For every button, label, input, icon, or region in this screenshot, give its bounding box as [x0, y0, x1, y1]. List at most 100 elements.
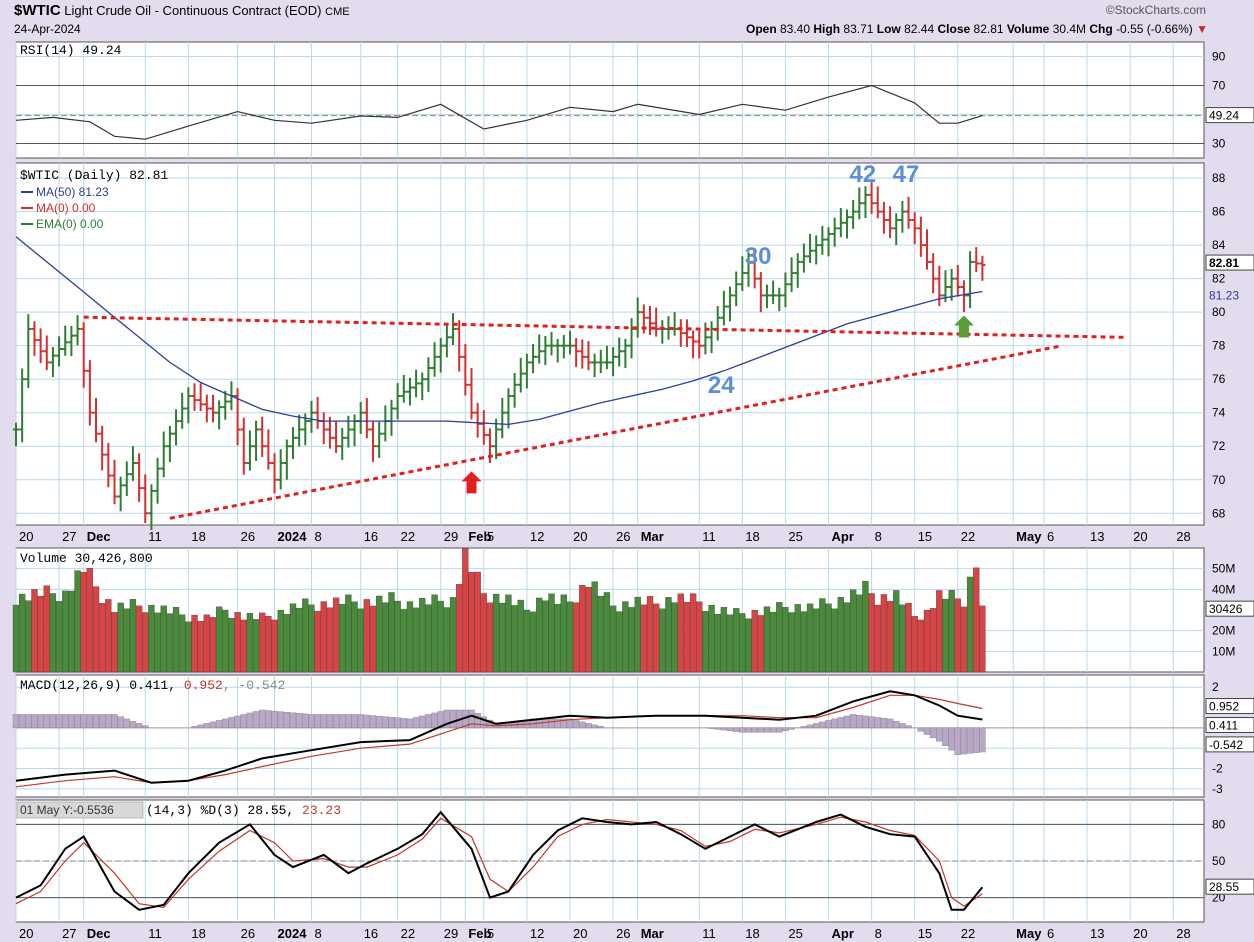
volume-bar [597, 595, 604, 673]
macd-histogram-bar [289, 712, 297, 729]
macd-title: MACD(12,26,9) 0.411, 0.952, -0.542 [20, 678, 285, 693]
volume-bar [486, 602, 494, 673]
close-label: Close [937, 22, 971, 36]
x-tick-label-bottom: 26 [241, 926, 255, 941]
y-tick-label: 76 [1212, 372, 1226, 386]
ohlc-bar [253, 420, 260, 461]
macd-histogram-bar [788, 727, 795, 730]
volume-bar [12, 604, 20, 673]
macd-histogram-bar [25, 714, 32, 729]
volume-bar [209, 617, 217, 673]
panel-frame [15, 162, 1205, 526]
volume-bar [363, 599, 371, 673]
y-tick-label: 72 [1212, 439, 1226, 453]
volume-bar [813, 608, 820, 673]
ohlc-bar [960, 280, 967, 313]
macd-histogram-bar [942, 727, 949, 746]
volume-bar [979, 605, 986, 673]
ohlc-bar [788, 257, 795, 292]
volume-bar [973, 567, 980, 673]
y-tick-label: 82 [1212, 272, 1226, 286]
volume-bar [412, 607, 420, 673]
ohlc-bar [825, 227, 832, 257]
stoch-title-part: (14,3) %D(3) 28.55, [146, 803, 302, 818]
volume-bar [382, 602, 389, 673]
volume-bar [683, 601, 691, 673]
volume-bar [154, 612, 161, 673]
ohlc-bar [62, 325, 69, 356]
macd-histogram-bar [191, 726, 198, 729]
symbol: $WTIC [14, 2, 61, 19]
volume-bar [406, 601, 414, 673]
y-tick-label: 70 [1212, 79, 1226, 93]
x-tick-label: 20 [19, 529, 33, 544]
x-tick-label: Apr [832, 529, 854, 544]
ohlc-bar [19, 368, 26, 443]
ohlc-bar [523, 353, 530, 389]
volume-bar [376, 595, 383, 673]
volume-bar [252, 619, 260, 673]
ohlc-bar [431, 342, 438, 377]
volume-bar [886, 601, 894, 673]
volume-bar [222, 609, 229, 673]
volume-bar [80, 571, 87, 673]
macd-histogram-bar [314, 714, 321, 729]
x-tick-label: 11 [148, 529, 162, 544]
volume-bar [523, 609, 531, 673]
ohlc-bar [468, 368, 475, 420]
macd-histogram-bar [37, 714, 44, 729]
volume-bar [966, 576, 974, 673]
x-tick-label: 16 [364, 529, 378, 544]
ohlc-bar [751, 248, 758, 289]
ohlc-bar [259, 416, 266, 457]
macd-histogram-bar [49, 714, 57, 729]
low-value: 82.44 [904, 22, 935, 36]
volume-bar [923, 609, 931, 673]
volume-bar [320, 601, 327, 673]
macd-histogram-bar [345, 714, 352, 729]
volume-bar [751, 609, 758, 673]
arrow-up-icon [461, 471, 482, 494]
macd-histogram-bar [425, 714, 432, 729]
x-tick-label: 13 [1090, 529, 1104, 544]
volume-bar [443, 607, 451, 673]
x-tick-label: 26 [616, 529, 630, 544]
chg-value: -0.55 (-0.66%) [1116, 22, 1193, 36]
y-tick-label: 74 [1212, 406, 1226, 420]
macd-histogram-bar [813, 723, 820, 729]
ohlc-bar [610, 347, 617, 377]
macd-histogram-bar [394, 717, 401, 729]
ohlc-bar [450, 313, 457, 346]
macd-histogram-bar [714, 727, 721, 730]
macd-title-part: , -0.542 [223, 678, 285, 693]
volume-bar [849, 589, 857, 673]
ohlc-bar [13, 422, 19, 447]
x-tick-label: 20 [573, 529, 587, 544]
volume-bar [517, 599, 524, 673]
macd-histogram-bar [905, 725, 912, 729]
macd-histogram-bar [222, 718, 229, 729]
ohlc-bar [265, 429, 272, 470]
x-tick-label-bottom: 20 [1133, 926, 1147, 941]
ohlc-bar [813, 235, 820, 265]
volume-label: Volume [1006, 22, 1050, 36]
rsi-value-label: 49.24 [1209, 109, 1239, 123]
macd-histogram-bar [917, 727, 925, 732]
volume-bar [332, 597, 340, 673]
volume-bar [160, 605, 167, 673]
x-tick-label-bottom: Dec [87, 926, 111, 941]
x-tick-label: 2024 [278, 529, 308, 544]
macd-histogram-bar [819, 721, 826, 729]
macd-title-part: MACD(12,26,9) 0.411, [20, 678, 184, 693]
volume-bar [511, 605, 518, 673]
ohlc-bar [25, 314, 32, 388]
volume-bar [720, 607, 728, 673]
macd-histogram-bar [874, 717, 881, 729]
x-tick-label-bottom: 5 [487, 926, 494, 941]
volume-bar [148, 604, 155, 673]
macd-histogram-bar [548, 718, 555, 729]
x-tick-label: 15 [918, 529, 932, 544]
x-tick-label: 12 [530, 529, 544, 544]
crosshair-tooltip: 01 May Y:-0.5536 [20, 803, 114, 817]
ohlc-bar [924, 229, 931, 270]
